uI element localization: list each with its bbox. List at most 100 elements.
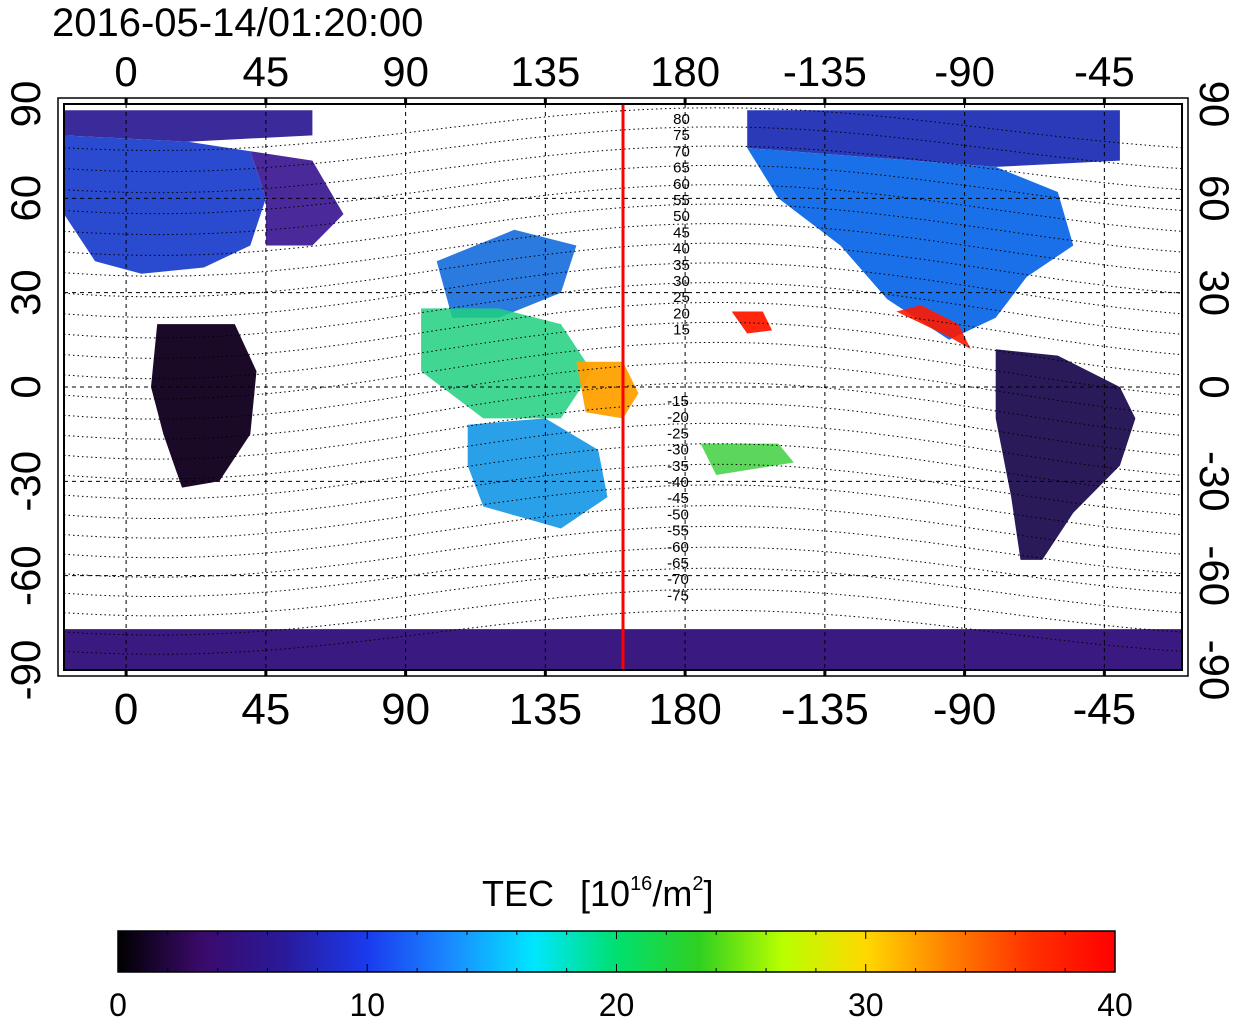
right-latitude-tick: -90 [1191, 640, 1235, 701]
tec-east-asia [436, 229, 577, 318]
contour-label: -15 [667, 393, 689, 410]
tec-asia-green [421, 308, 592, 419]
tec-europe [64, 135, 266, 274]
contour-line [64, 525, 1182, 578]
bottom-longitude-tick: 90 [381, 685, 430, 734]
bottom-longitude-tick: 0 [114, 685, 138, 734]
top-longitude-tick: -90 [934, 48, 995, 95]
colorbar-tick-label: 20 [599, 987, 635, 1021]
top-longitude-tick: -45 [1074, 48, 1135, 95]
contour-label: -35 [667, 458, 689, 475]
right-latitude-tick: -30 [1191, 451, 1235, 512]
right-latitude-tick: 0 [1191, 375, 1235, 398]
colorbar-tick-label: 30 [848, 987, 884, 1021]
contour-label: 75 [673, 127, 690, 144]
contour-line [64, 242, 1182, 298]
top-longitude-tick: 45 [243, 48, 290, 95]
tec-south-pacific-green [700, 443, 794, 475]
left-latitude-tick: 30 [2, 269, 49, 316]
contour-label: -75 [667, 587, 689, 604]
map-frame [63, 103, 1183, 671]
figure-title: 2016-05-14/01:20:00 [52, 1, 423, 45]
graticule [64, 104, 1182, 670]
contour-label: 65 [673, 160, 690, 177]
tec-south-america [995, 349, 1136, 560]
left-latitude-tick: -60 [2, 545, 49, 606]
contour-line [64, 203, 1182, 256]
colorbar-unit-mid: /m [652, 873, 692, 914]
right-latitude-axis: 90 60 30 0 -30 -60 -90 [1191, 81, 1235, 701]
contour-label: 40 [673, 241, 690, 258]
contour-label: -70 [667, 571, 689, 588]
top-longitude-tick: 90 [382, 48, 429, 95]
left-latitude-tick: 90 [2, 81, 49, 128]
top-longitude-tick: 180 [650, 48, 720, 95]
colorbar-tick-label: 0 [109, 987, 127, 1021]
contour-label: 15 [673, 322, 690, 339]
bottom-longitude-tick: -135 [781, 685, 869, 734]
contour-label: 60 [673, 176, 690, 193]
contour-label: -50 [667, 506, 689, 523]
contour-label: -45 [667, 490, 689, 507]
top-longitude-tick: -135 [783, 48, 867, 95]
bottom-longitude-tick: -45 [1073, 685, 1137, 734]
contour-label: 30 [673, 273, 690, 290]
bottom-longitude-tick: 180 [648, 685, 721, 734]
colorbar-tick-label: 40 [1097, 987, 1133, 1021]
colorbar-title: TEC [1016/m2] [482, 873, 713, 914]
tec-africa [151, 324, 257, 488]
contour-line [64, 321, 1182, 380]
contour-line [64, 463, 1182, 520]
tec-arctic-america [747, 110, 1120, 167]
colorbar-unit-base: [10 [580, 873, 630, 914]
contour-label: 55 [673, 192, 690, 209]
contour-line [64, 443, 1182, 500]
contour-label: -25 [667, 425, 689, 442]
tec-arctic-europe [64, 110, 313, 142]
colorbar-unit-close: ] [703, 873, 713, 914]
outer-frame [57, 97, 1189, 677]
tec-north-america [747, 148, 1074, 340]
frame-tick-marks [124, 98, 1106, 676]
contour-line [64, 422, 1182, 480]
colorbar-unit-exponent: 16 [630, 873, 652, 895]
left-latitude-tick: 0 [2, 375, 49, 398]
contour-label: -60 [667, 539, 689, 556]
right-latitude-tick: -60 [1191, 545, 1235, 606]
right-latitude-tick: 90 [1191, 81, 1235, 128]
bottom-longitude-tick: 45 [241, 685, 290, 734]
tec-australia [467, 418, 608, 529]
left-latitude-tick: -90 [2, 640, 49, 701]
contour-line [64, 301, 1182, 359]
contour-label: 80 [673, 111, 690, 128]
contour-line [64, 282, 1182, 339]
colorbar-tick-label: 10 [349, 987, 385, 1021]
top-longitude-tick: 135 [510, 48, 580, 95]
colorbar-ticks: 0 10 20 30 40 [109, 931, 1133, 1021]
contour-line [64, 262, 1182, 318]
contour-label: 50 [673, 208, 690, 225]
contour-line [64, 505, 1182, 559]
contour-line [64, 223, 1182, 277]
contour-label: -30 [667, 442, 689, 459]
contour-label: -40 [667, 474, 689, 491]
left-latitude-axis: 90 60 30 0 -30 -60 -90 [2, 81, 49, 701]
colorbar: TEC [1016/m2] 0 10 20 30 40 [109, 873, 1133, 1021]
contour-label: -20 [667, 409, 689, 426]
contour-label: 20 [673, 305, 690, 322]
contour-label: 45 [673, 224, 690, 241]
left-latitude-tick: -30 [2, 451, 49, 512]
bottom-longitude-tick: 135 [509, 685, 582, 734]
contour-line [64, 484, 1182, 539]
top-longitude-axis: 0 45 90 135 180 -135 -90 -45 [114, 48, 1134, 95]
contour-label: -55 [667, 523, 689, 540]
contour-label: -65 [667, 555, 689, 572]
colorbar-unit-exponent-2: 2 [692, 873, 703, 895]
bottom-longitude-axis: 0 45 90 135 180 -135 -90 -45 [114, 685, 1136, 734]
right-latitude-tick: 60 [1191, 175, 1235, 222]
tec-pacific-red [731, 311, 773, 334]
contour-line [64, 402, 1182, 460]
